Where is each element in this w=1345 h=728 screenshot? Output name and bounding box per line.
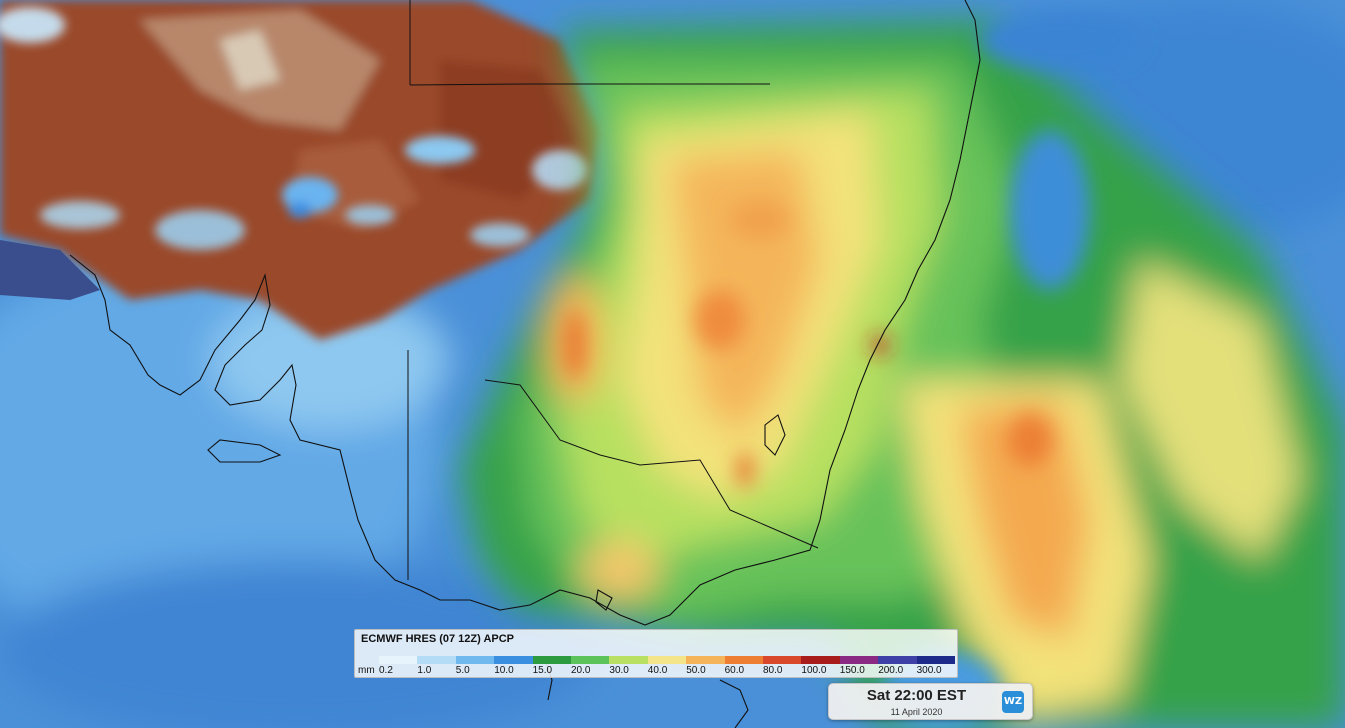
legend-tick-label: 60.0: [724, 665, 745, 676]
forecast-date: 11 April 2020: [890, 707, 943, 717]
legend-tick-label: 10.0: [494, 665, 514, 676]
rainfall-legend: ECMWF HRES (07 12Z) APCP mm 0.2 1.0 5.0 10.…: [354, 629, 958, 678]
legend-tick-label: 15.0: [532, 665, 553, 676]
legend-swatch: [801, 656, 840, 664]
legend-swatch: [724, 656, 764, 664]
legend-swatch: [647, 656, 687, 664]
legend-title: ECMWF HRES (07 12Z) APCP: [361, 633, 515, 645]
legend-swatch: [609, 656, 648, 664]
legend-tick-label: 150.0: [839, 665, 865, 676]
legend-tick-label: 80.0: [763, 665, 783, 676]
weatherzone-logo-icon[interactable]: WZ: [1002, 691, 1024, 713]
legend-tick-label: 30.0: [609, 665, 629, 676]
legend-swatch: [417, 656, 456, 664]
legend-tick-label: 40.0: [647, 665, 668, 676]
legend-swatch: [686, 656, 725, 664]
forecast-time-panel: Sat 22:00 EST 11 April 2020 WZ: [828, 683, 1033, 720]
legend-tick-label: 1.0: [417, 665, 432, 676]
legend-colorbar: [379, 656, 956, 664]
rainfall-peaks: [565, 200, 1052, 488]
legend-swatch: [878, 656, 917, 664]
forecast-time: Sat 22:00 EST: [866, 687, 967, 704]
legend-swatch: [571, 656, 610, 664]
legend-tick-label: 50.0: [686, 665, 706, 676]
legend-tick-label: 300.0: [916, 665, 942, 676]
legend-tick-label: 5.0: [455, 665, 470, 676]
legend-tick-label: 0.2: [379, 665, 393, 676]
legend-swatch: [916, 656, 956, 664]
legend-swatch: [763, 656, 802, 664]
light-rain-patches: [0, 7, 588, 250]
rainfall-field: [460, 20, 1345, 728]
legend-labels: 0.2 1.0 5.0 10.0 15.0 20.0 30.0 40.0 50.0 60.0 80.…: [379, 665, 955, 677]
gulf-shading: [0, 240, 100, 300]
legend-swatch: [494, 656, 533, 664]
legend-swatch: [455, 656, 495, 664]
legend-tick-label: 20.0: [571, 665, 591, 676]
legend-swatch: [839, 656, 879, 664]
legend-unit: mm: [358, 665, 375, 676]
legend-tick-label: 200.0: [878, 665, 904, 676]
state-borders: [407, 0, 819, 580]
legend-swatch: [532, 656, 572, 664]
legend-tick-label: 100.0: [801, 665, 827, 676]
legend-swatch: [379, 656, 418, 664]
